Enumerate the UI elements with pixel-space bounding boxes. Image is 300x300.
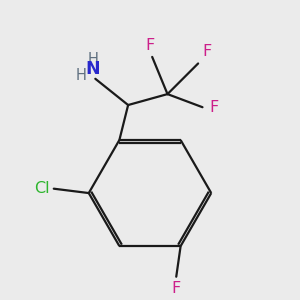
Text: F: F xyxy=(146,38,154,52)
Text: Cl: Cl xyxy=(34,181,50,196)
Text: F: F xyxy=(209,100,218,115)
Text: H: H xyxy=(88,52,99,67)
Text: N: N xyxy=(86,60,101,78)
Text: F: F xyxy=(202,44,212,59)
Text: F: F xyxy=(172,281,181,296)
Text: H: H xyxy=(76,68,86,83)
